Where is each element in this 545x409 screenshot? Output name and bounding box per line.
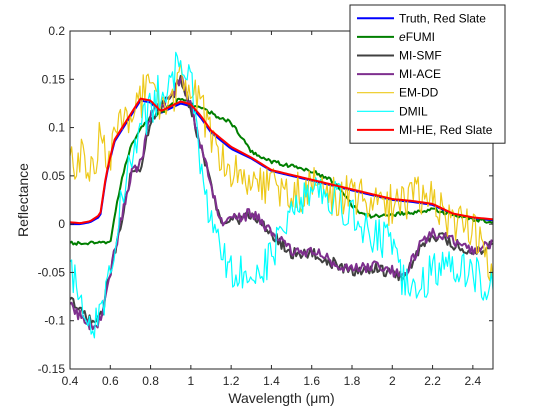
series-line-dmil	[70, 51, 493, 339]
plot-area-frame	[69, 30, 494, 370]
y-axis-title: Reflectance	[15, 163, 31, 237]
series-line-em-dd	[70, 60, 493, 282]
legend: Truth, Red Slate eFUMI MI-SMF MI-ACE EM-DD DM…	[349, 4, 506, 144]
x-tick-label: 1.8	[344, 374, 361, 388]
x-tick-label: 1	[188, 374, 195, 388]
series-line-mi-ace	[70, 76, 493, 331]
y-tick-label: 0	[58, 217, 65, 231]
y-tick-label: -0.15	[38, 362, 66, 376]
x-tick-label: 2.2	[424, 374, 441, 388]
y-tick-label: 0.15	[42, 72, 66, 86]
x-tick-label: 0.6	[102, 374, 119, 388]
x-axis-title: Wavelength (μm)	[228, 390, 334, 406]
legend-entry: EM-DD	[399, 86, 439, 100]
series-layer	[70, 51, 493, 339]
y-tick-label: -0.1	[44, 314, 65, 328]
legend-entry: Truth, Red Slate	[399, 11, 486, 25]
x-tick-label: 0.4	[62, 374, 79, 388]
series-line-efumi	[70, 97, 493, 246]
x-tick-label: 2.4	[465, 374, 482, 388]
axis-ticks: 0.4 0.6 0.8 1 1.2 1.4 1.6 1.8 2 2.2 2.4 -0.15 -0.1 -0…	[38, 24, 493, 388]
legend-entry: eFUMI	[399, 30, 435, 44]
y-tick-label: 0.1	[48, 121, 65, 135]
x-tick-label: 1.6	[303, 374, 320, 388]
y-tick-label: 0.05	[42, 169, 66, 183]
legend-entry: MI-SMF	[399, 49, 442, 63]
series-line-mi-smf	[70, 74, 493, 326]
legend-entry: MI-ACE	[399, 67, 441, 81]
x-tick-label: 2	[389, 374, 396, 388]
series-line-mi-he-red-slate	[70, 97, 493, 225]
x-tick-label: 0.8	[142, 374, 159, 388]
y-tick-label: -0.05	[38, 265, 66, 279]
y-tick-label: 0.2	[48, 24, 65, 38]
x-tick-label: 1.4	[263, 374, 280, 388]
legend-entry: MI-HE, Red Slate	[399, 123, 493, 137]
legend-entry: DMIL	[399, 104, 428, 118]
x-tick-label: 1.2	[223, 374, 240, 388]
